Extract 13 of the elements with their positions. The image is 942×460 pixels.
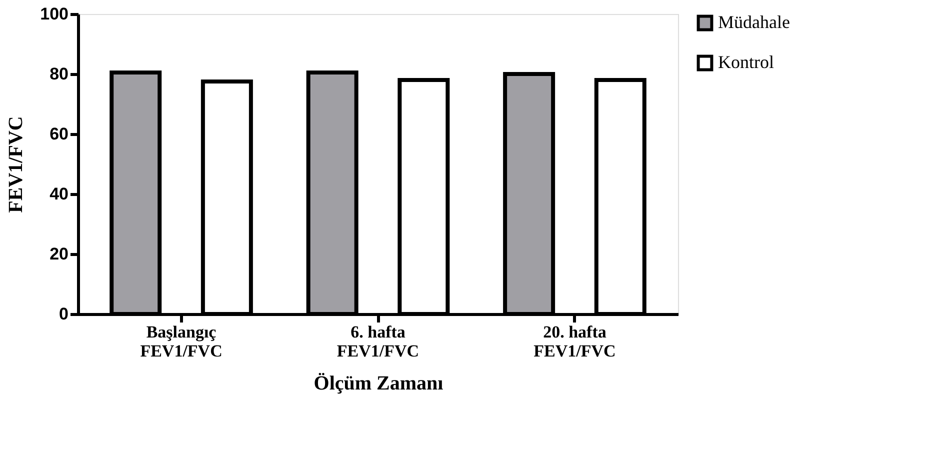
x-tick-label: 6. hafta FEV1/FVC — [336, 322, 420, 360]
y-tick-label: 20 — [50, 244, 68, 264]
y-axis-title: FEV1/FVC — [5, 116, 28, 213]
x-axis-title: Ölçüm Zamanı — [314, 372, 444, 394]
y-tick-label: 0 — [59, 304, 68, 324]
x-tick-label: Başlangıç FEV1/FVC — [140, 322, 222, 360]
y-tick-label: 40 — [50, 184, 68, 204]
legend-label: Kontrol — [718, 52, 774, 72]
x-tick-label: 20. hafta FEV1/FVC — [534, 322, 616, 360]
legend-label: Müdahale — [718, 12, 790, 32]
y-tick-label: 60 — [50, 124, 68, 144]
y-tick-label: 100 — [40, 4, 68, 24]
y-tick-label: 80 — [50, 64, 68, 84]
